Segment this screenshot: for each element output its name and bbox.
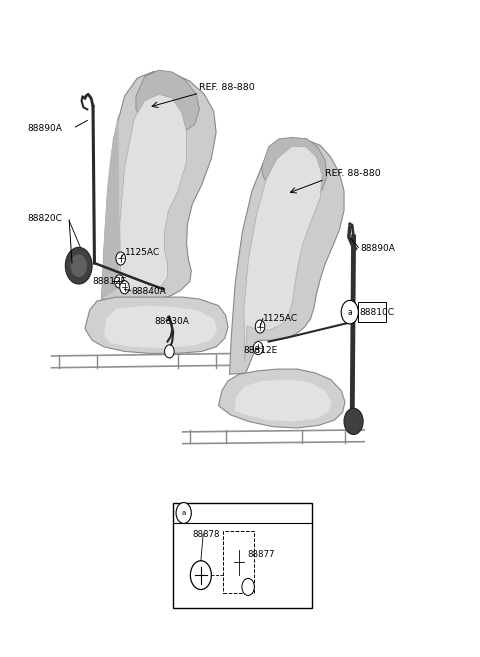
- Circle shape: [165, 345, 174, 358]
- Polygon shape: [85, 297, 228, 353]
- Polygon shape: [136, 70, 199, 132]
- Polygon shape: [218, 369, 345, 428]
- Circle shape: [115, 275, 124, 288]
- Circle shape: [344, 408, 363, 434]
- Text: 88890A: 88890A: [360, 244, 395, 253]
- Text: 88878: 88878: [192, 530, 220, 539]
- Polygon shape: [234, 380, 332, 421]
- Circle shape: [70, 254, 87, 277]
- Text: REF. 88-880: REF. 88-880: [199, 83, 255, 92]
- Polygon shape: [102, 112, 120, 299]
- Circle shape: [120, 281, 129, 294]
- Text: 88877: 88877: [247, 550, 275, 559]
- Polygon shape: [229, 140, 344, 374]
- Text: a: a: [181, 510, 186, 516]
- Text: REF. 88-880: REF. 88-880: [325, 169, 381, 178]
- Circle shape: [242, 578, 254, 595]
- Circle shape: [253, 342, 263, 355]
- Text: 88890A: 88890A: [28, 124, 62, 133]
- Text: 1125AC: 1125AC: [263, 313, 298, 323]
- Polygon shape: [244, 147, 322, 361]
- Text: 1125AC: 1125AC: [124, 248, 160, 257]
- Bar: [173, 503, 312, 608]
- Circle shape: [116, 252, 125, 265]
- Circle shape: [191, 560, 211, 589]
- Polygon shape: [262, 137, 327, 201]
- Circle shape: [341, 300, 359, 324]
- Bar: [223, 532, 254, 593]
- Text: 88812E: 88812E: [244, 346, 278, 355]
- Text: 88820C: 88820C: [28, 214, 62, 223]
- Text: 88830A: 88830A: [154, 317, 189, 327]
- Circle shape: [255, 320, 265, 333]
- Text: 88812E: 88812E: [92, 277, 126, 286]
- Bar: [359, 302, 386, 322]
- Polygon shape: [104, 306, 217, 348]
- Polygon shape: [120, 95, 187, 290]
- Polygon shape: [102, 72, 216, 301]
- Circle shape: [176, 503, 192, 524]
- Text: a: a: [348, 307, 352, 317]
- Circle shape: [65, 248, 92, 284]
- Text: 88840A: 88840A: [131, 287, 166, 296]
- Text: 88810C: 88810C: [360, 307, 394, 317]
